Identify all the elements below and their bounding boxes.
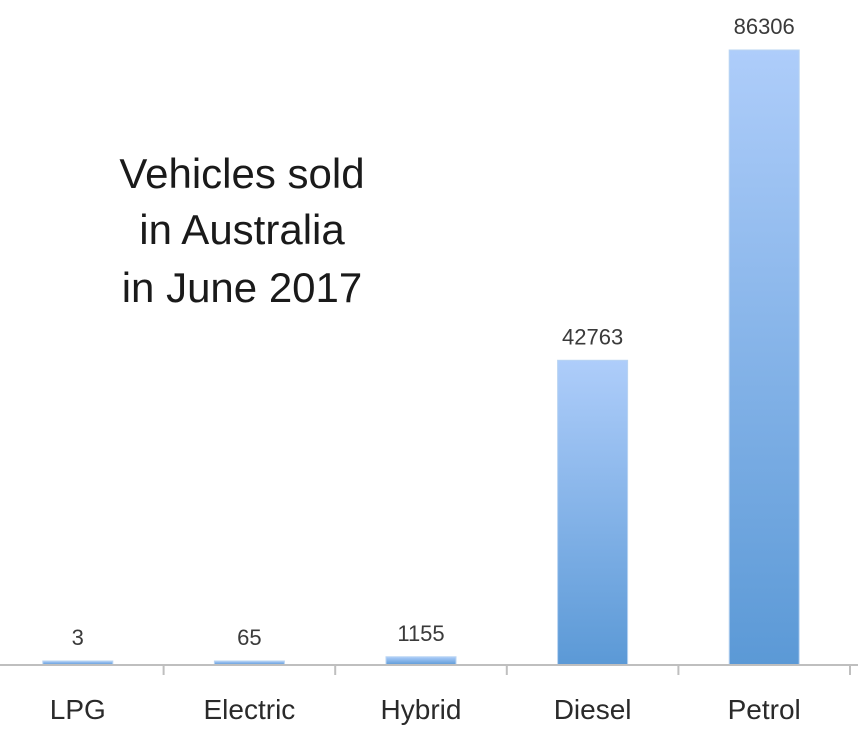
bar-diesel (557, 359, 629, 666)
category-label-diesel: Diesel (554, 694, 632, 725)
category-label-electric: Electric (204, 694, 296, 725)
chart-title: Vehicles sold in Australia in June 2017 (119, 150, 364, 311)
value-label-lpg: 3 (72, 625, 84, 650)
category-label-lpg: LPG (50, 694, 106, 725)
bar-petrol (728, 49, 800, 666)
category-label-petrol: Petrol (728, 694, 801, 725)
chart-title-line-2: in Australia (139, 206, 345, 253)
bars-group (42, 49, 800, 666)
value-label-electric: 65 (237, 625, 261, 650)
category-label-hybrid: Hybrid (381, 694, 462, 725)
value-label-hybrid: 1155 (397, 621, 444, 646)
bar-hybrid (385, 656, 457, 666)
chart-title-line-3: in June 2017 (122, 264, 363, 311)
x-axis (0, 664, 858, 675)
value-label-diesel: 42763 (562, 324, 623, 349)
value-label-petrol: 86306 (734, 14, 795, 39)
value-labels-group: 3 65 1155 42763 86306 (72, 14, 795, 650)
category-labels-group: LPG Electric Hybrid Diesel Petrol (50, 694, 801, 725)
chart-title-line-1: Vehicles sold (119, 150, 364, 197)
